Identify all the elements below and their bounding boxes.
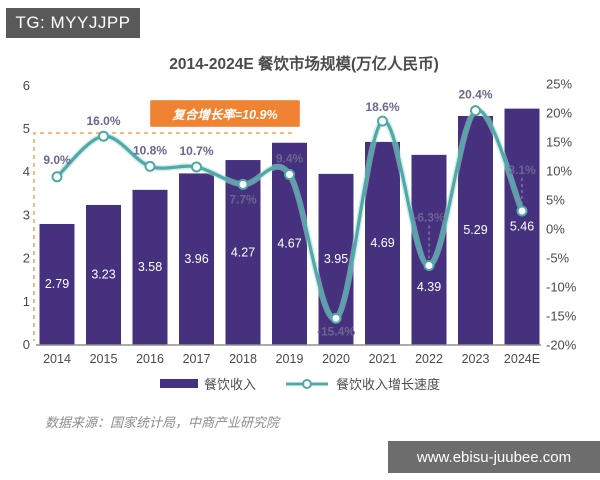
x-tick-label: 2015: [90, 352, 118, 366]
left-axis-tick: 3: [23, 207, 30, 222]
bar-value-label: 4.27: [231, 245, 255, 259]
x-tick-label: 2016: [136, 352, 164, 366]
x-tick-label: 2022: [415, 352, 443, 366]
growth-point-label: 9.0%: [43, 153, 71, 167]
growth-marker-2015: [98, 130, 109, 142]
growth-point-label: 7.7%: [229, 192, 257, 206]
right-axis-tick: -15%: [546, 309, 577, 324]
right-axis-tick: -10%: [546, 280, 577, 295]
right-axis-tick: 15%: [546, 135, 572, 150]
bar-value-label: 3.23: [91, 268, 115, 282]
right-axis-tick: -5%: [546, 251, 570, 266]
growth-point-label: 20.4%: [458, 88, 492, 102]
x-tick-label: 2019: [276, 352, 304, 366]
site-watermark-label: www.ebisu-juubee.com: [416, 448, 572, 466]
x-tick-label: 2017: [183, 352, 211, 366]
tg-badge-label: TG: MYYJJPP: [15, 13, 131, 32]
left-axis-tick: 0: [23, 337, 30, 352]
growth-point-label: 3.1%: [508, 163, 536, 177]
bar-value-label: 2.79: [45, 277, 69, 291]
bar-series-swatch: [159, 379, 198, 388]
bar-value-label: 4.67: [277, 237, 301, 251]
right-axis-tick: 10%: [546, 164, 572, 179]
legend-item-growth: 餐饮收入增长速度: [284, 374, 440, 393]
growth-marker-2016: [144, 160, 156, 172]
bar-2023: [458, 115, 493, 345]
bar-value-label: 3.58: [138, 260, 162, 274]
growth-marker-2018: [237, 178, 249, 190]
bar-2014: [39, 223, 75, 345]
growth-point-label: 18.6%: [365, 100, 399, 114]
bar-2017: [179, 173, 214, 345]
chart-title: 2014-2024E 餐饮市场规模(万亿人民币): [169, 56, 439, 73]
legend-line-label: 餐饮收入增长速度: [336, 377, 441, 392]
left-axis-tick: 1: [23, 294, 30, 309]
cagr-annotation-label: 复合增长率=10.9%: [172, 108, 278, 122]
bar-value-label: 4.39: [417, 280, 441, 294]
growth-marker-2022: [423, 260, 435, 272]
growth-point-label: 16.0%: [86, 114, 120, 128]
growth-marker-2024E: [516, 205, 528, 217]
bar-2024E: [504, 108, 540, 345]
growth-marker-2014: [51, 171, 63, 183]
right-axis-tick: 5%: [546, 193, 565, 208]
x-tick-label: 2023: [462, 352, 490, 366]
legend-bar-label: 餐饮收入: [203, 377, 256, 392]
bar-value-label: 5.29: [463, 223, 487, 237]
legend-item-revenue: 餐饮收入: [159, 374, 256, 393]
bar-value-label: 3.96: [184, 252, 208, 266]
right-axis-tick: 0%: [546, 222, 565, 237]
growth-marker-2021: [377, 115, 388, 127]
bar-value-label: 3.95: [324, 252, 348, 266]
bar-value-label: 4.69: [370, 236, 394, 250]
growth-marker-2019: [284, 168, 295, 180]
growth-point-label: 10.8%: [133, 143, 167, 157]
growth-point-label: 10.7%: [179, 144, 213, 158]
right-axis-tick: -20%: [546, 338, 577, 353]
right-axis-tick: 20%: [546, 106, 572, 121]
site-watermark: www.ebisu-juubee.com: [388, 441, 600, 473]
bar-2021: [365, 141, 400, 345]
left-axis-tick: 2: [23, 251, 30, 266]
growth-marker-2017: [191, 161, 202, 173]
growth-point-label: -6.3%: [413, 211, 445, 225]
left-axis-tick: 5: [23, 121, 30, 136]
x-tick-label: 2020: [322, 352, 350, 366]
x-tick-label: 2024E: [504, 352, 540, 366]
line-series-swatch: [286, 378, 328, 389]
right-axis-tick: 25%: [546, 77, 572, 92]
growth-point-label: 9.4%: [276, 151, 304, 165]
bar-2015: [86, 204, 121, 345]
left-axis-tick: 4: [23, 164, 30, 179]
growth-marker-2020: [330, 312, 342, 324]
bar-2018: [225, 160, 261, 345]
cagr-annotation-box: 复合增长率=10.9%: [150, 100, 300, 127]
data-source-note: 数据来源：国家统计局，中商产业研究院: [45, 415, 280, 430]
x-tick-label: 2014: [43, 352, 71, 366]
growth-point-label: -15.4%: [317, 324, 355, 338]
left-axis-tick: 6: [23, 78, 30, 93]
bar-2016: [132, 189, 168, 345]
tg-badge: TG: MYYJJPP: [6, 8, 140, 38]
bar-value-label: 5.46: [510, 220, 534, 234]
growth-marker-2023: [470, 105, 481, 117]
cagr-dashed-guide: [33, 132, 292, 341]
chart-legend: 餐饮收入 餐饮收入增长速度: [0, 374, 600, 393]
x-tick-label: 2021: [369, 352, 397, 366]
x-tick-label: 2018: [229, 352, 257, 366]
